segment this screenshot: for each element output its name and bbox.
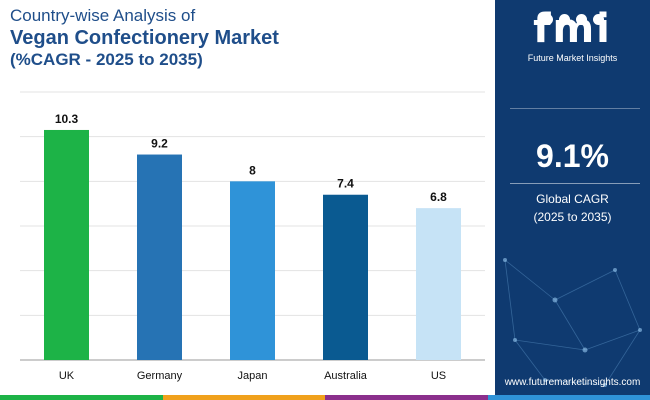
tick-label-japan: Japan (238, 370, 268, 382)
cagr-label-text: Global CAGR (536, 192, 609, 206)
fmi-logo: fmi Future Market Insights (495, 6, 650, 76)
tick-label-germany: Germany (137, 370, 183, 382)
network-graphic (503, 258, 642, 387)
data-label-germany: 9.2 (151, 137, 168, 151)
bar-germany (137, 154, 182, 360)
logo-subtitle: Future Market Insights (527, 53, 618, 63)
data-label-us: 6.8 (430, 190, 447, 204)
cagr-period-text: (2025 to 2035) (533, 210, 612, 224)
tick-label-uk: UK (59, 370, 75, 382)
data-label-uk: 10.3 (55, 112, 79, 126)
bar-japan (230, 181, 275, 360)
global-cagr-value: 9.1% (536, 138, 609, 174)
logo-mark: fmi (533, 6, 612, 52)
bar-chart: 10.3 UK 9.2 Germany 8 Japan 7.4 Australia 6.8 US (20, 91, 485, 382)
title-line-3: (%CAGR - 2025 to 2035) (10, 50, 203, 69)
strip-segment-1 (0, 395, 163, 400)
data-label-japan: 8 (249, 163, 256, 177)
strip-segment-2 (162, 395, 325, 400)
title-line-2: Vegan Confectionery Market (10, 27, 279, 49)
bar-uk (44, 129, 89, 360)
cagr-divider (510, 183, 640, 184)
strip-segment-3 (325, 395, 488, 400)
side-panel: fmi Future Market Insights (495, 0, 650, 400)
chart-area: 10.3 UK 9.2 Germany 8 Japan 7.4 Australia 6.8 US (0, 82, 495, 392)
title-line-1: Country-wise Analysis of (10, 6, 196, 25)
chart-title: Country-wise Analysis of Vegan Confectio… (10, 6, 480, 70)
bar-australia (323, 194, 368, 360)
logo-dots-icon (525, 12, 620, 26)
global-cagr-label: Global CAGR (2025 to 2035) (495, 190, 650, 226)
data-label-australia: 7.4 (337, 177, 354, 191)
bottom-color-strip (0, 395, 650, 400)
strip-segment-4 (487, 395, 650, 400)
tick-label-australia: Australia (324, 370, 368, 382)
website-link[interactable]: www.futuremarketinsights.com (504, 377, 641, 388)
tick-label-us: US (431, 370, 446, 382)
bar-us (416, 208, 461, 360)
panel-divider (510, 108, 640, 109)
